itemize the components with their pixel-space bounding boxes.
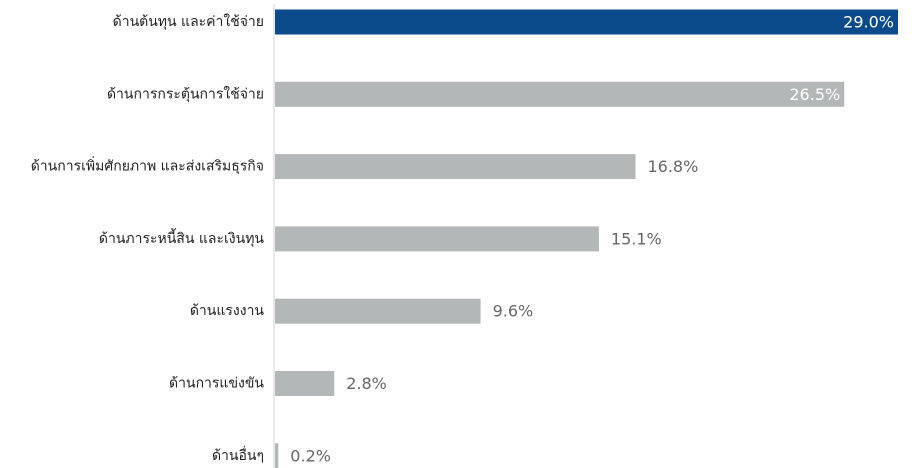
bar [275,81,845,107]
category-label: ด้านภาระหนี้สิน และเงินทุน [99,228,265,247]
bar [275,226,599,252]
value-label: 29.0% [843,13,894,32]
value-label: 9.6% [493,302,534,321]
category-label: ด้านต้นทุน และค่าใช้จ่าย [113,13,264,30]
value-label: 0.2% [290,446,331,465]
bar [275,154,636,180]
bar [275,443,279,468]
value-label: 16.8% [647,157,698,176]
value-label: 26.5% [789,85,840,104]
value-label: 2.8% [346,374,387,393]
bar [275,298,481,324]
category-label: ด้านการกระตุ้นการใช้จ่าย [107,85,264,102]
bar [275,9,898,35]
category-label: ด้านอื่นๆ [212,446,264,464]
bar [275,371,335,396]
category-label: ด้านแรงงาน [190,303,265,319]
category-label: ด้านการเพิ่มศักยภาพ และส่งเสริมธุรกิจ [31,157,264,175]
value-label: 15.1% [611,229,662,248]
category-label: ด้านการแข่งขัน [169,376,264,392]
